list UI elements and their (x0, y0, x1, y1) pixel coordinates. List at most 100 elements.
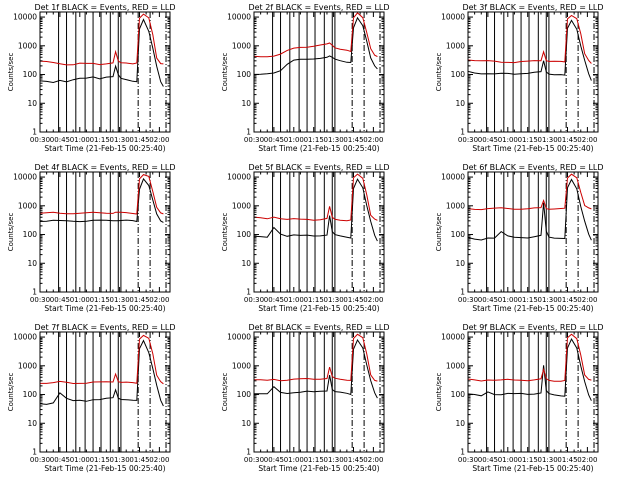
plot-frame (39, 331, 171, 453)
x-tick-label: 01:30 (537, 456, 557, 464)
y-tick-label: 10000 (13, 333, 37, 342)
y-tick-label: 100 (451, 70, 466, 79)
x-tick-label: 01:00 (284, 456, 304, 464)
y-tick-label: 10 (241, 419, 251, 428)
x-tick-label: 00:45 (478, 136, 498, 144)
x-tick-label: 01:00 (70, 136, 90, 144)
plot-frame (467, 11, 599, 133)
y-tick-label: 1 (246, 128, 251, 137)
y-tick-label: 1 (246, 448, 251, 457)
x-tick-label: 01:15 (304, 296, 324, 304)
events-series-line (468, 19, 592, 81)
x-axis-label: Start Time (21-Feb-15 00:25:40) (44, 464, 165, 473)
chart-title: Det 1f BLACK = Events, RED = LLD (34, 3, 175, 12)
x-tick-label: 00:45 (50, 296, 70, 304)
y-tick-label: 100 (237, 390, 252, 399)
x-tick-label: 02:00 (149, 296, 169, 304)
x-axis-label: Start Time (21-Feb-15 00:25:40) (472, 464, 593, 473)
y-axis-label: Counts/sec (435, 213, 443, 252)
y-tick-label: 1000 (446, 41, 465, 50)
y-tick-label: 1000 (232, 361, 251, 370)
y-axis-label: Counts/sec (435, 53, 443, 92)
x-tick-label: 01:30 (109, 136, 129, 144)
x-tick-label: 00:45 (478, 296, 498, 304)
chart-panel: 1 10 100 1000 10000 00:30 00:45 01:00 01:15 01:30… (221, 3, 390, 153)
y-tick-label: 10 (455, 99, 465, 108)
plot-frame (253, 11, 385, 133)
lld-series-line (40, 174, 164, 215)
x-tick-label: 01:00 (70, 456, 90, 464)
y-tick-label: 10000 (227, 13, 251, 22)
x-tick-label: 01:30 (323, 136, 343, 144)
x-tick-label: 01:00 (498, 456, 518, 464)
x-axis-label: Start Time (21-Feb-15 00:25:40) (44, 304, 165, 313)
events-series-line (40, 339, 164, 407)
x-tick-label: 01:30 (537, 296, 557, 304)
y-tick-label: 10 (455, 419, 465, 428)
x-tick-label: 01:00 (498, 296, 518, 304)
y-tick-label: 1000 (232, 201, 251, 210)
x-tick-label: 01:45 (343, 456, 363, 464)
x-tick-label: 00:30 (244, 296, 264, 304)
y-axis-label: Counts/sec (221, 213, 229, 252)
x-axis-label: Start Time (21-Feb-15 00:25:40) (258, 304, 379, 313)
y-tick-label: 10000 (227, 333, 251, 342)
lld-series-line (40, 13, 164, 66)
chart-title: Det 7f BLACK = Events, RED = LLD (34, 323, 175, 332)
x-tick-label: 00:30 (30, 296, 50, 304)
lld-series-line (254, 12, 378, 58)
plot-frame (467, 171, 599, 293)
chart-title: Det 8f BLACK = Events, RED = LLD (248, 323, 389, 332)
y-tick-label: 1 (460, 448, 465, 457)
chart-title: Det 6f BLACK = Events, RED = LLD (462, 163, 603, 172)
y-tick-label: 100 (237, 230, 252, 239)
chart-panel: 1 10 100 1000 10000 00:30 00:45 01:00 01:15 01:30… (7, 163, 176, 313)
x-tick-label: 01:15 (518, 456, 538, 464)
events-series-line (468, 338, 592, 401)
plot-frame (39, 11, 171, 133)
y-tick-label: 1 (32, 288, 37, 297)
chart-panel: 1 10 100 1000 10000 00:30 00:45 01:00 01:15 01:30… (435, 323, 604, 473)
x-tick-label: 01:00 (284, 296, 304, 304)
x-tick-label: 00:45 (478, 456, 498, 464)
chart-panel: 1 10 100 1000 10000 00:30 00:45 01:00 01:15 01:30… (7, 323, 176, 473)
y-tick-label: 10000 (13, 173, 37, 182)
x-tick-label: 01:30 (109, 296, 129, 304)
y-tick-label: 1000 (18, 41, 37, 50)
plot-frame (467, 331, 599, 453)
x-tick-label: 01:00 (284, 136, 304, 144)
x-tick-label: 01:30 (323, 456, 343, 464)
lld-series-line (468, 173, 592, 211)
chart-panel: 1 10 100 1000 10000 00:30 00:45 01:00 01:15 01:30… (221, 323, 390, 473)
x-tick-label: 01:15 (518, 136, 538, 144)
x-axis-label: Start Time (21-Feb-15 00:25:40) (472, 144, 593, 153)
x-tick-label: 01:30 (109, 456, 129, 464)
x-tick-label: 02:00 (363, 296, 383, 304)
lld-series-line (254, 173, 378, 222)
events-series-line (254, 178, 378, 242)
chart-panel: 1 10 100 1000 10000 00:30 00:45 01:00 01:15 01:30… (435, 163, 604, 313)
y-tick-label: 100 (451, 230, 466, 239)
y-tick-label: 1000 (232, 41, 251, 50)
x-tick-label: 02:00 (577, 456, 597, 464)
lld-series-line (468, 14, 592, 64)
x-tick-label: 01:45 (129, 296, 149, 304)
chart-title: Det 3f BLACK = Events, RED = LLD (462, 3, 603, 12)
y-tick-label: 100 (237, 70, 252, 79)
y-tick-label: 10 (27, 99, 37, 108)
chart-panel: 1 10 100 1000 10000 00:30 00:45 01:00 01:15 01:30… (221, 163, 390, 313)
x-tick-label: 01:45 (129, 456, 149, 464)
events-series-line (468, 178, 592, 241)
x-tick-label: 01:15 (90, 456, 110, 464)
x-tick-label: 00:30 (458, 296, 478, 304)
x-tick-label: 00:30 (458, 136, 478, 144)
y-tick-label: 10 (27, 419, 37, 428)
y-tick-label: 1 (32, 448, 37, 457)
x-tick-label: 01:30 (323, 296, 343, 304)
x-tick-label: 00:30 (244, 136, 264, 144)
y-tick-label: 100 (23, 70, 38, 79)
x-tick-label: 00:45 (264, 296, 284, 304)
x-tick-label: 01:45 (557, 296, 577, 304)
lld-series-line (468, 333, 592, 382)
